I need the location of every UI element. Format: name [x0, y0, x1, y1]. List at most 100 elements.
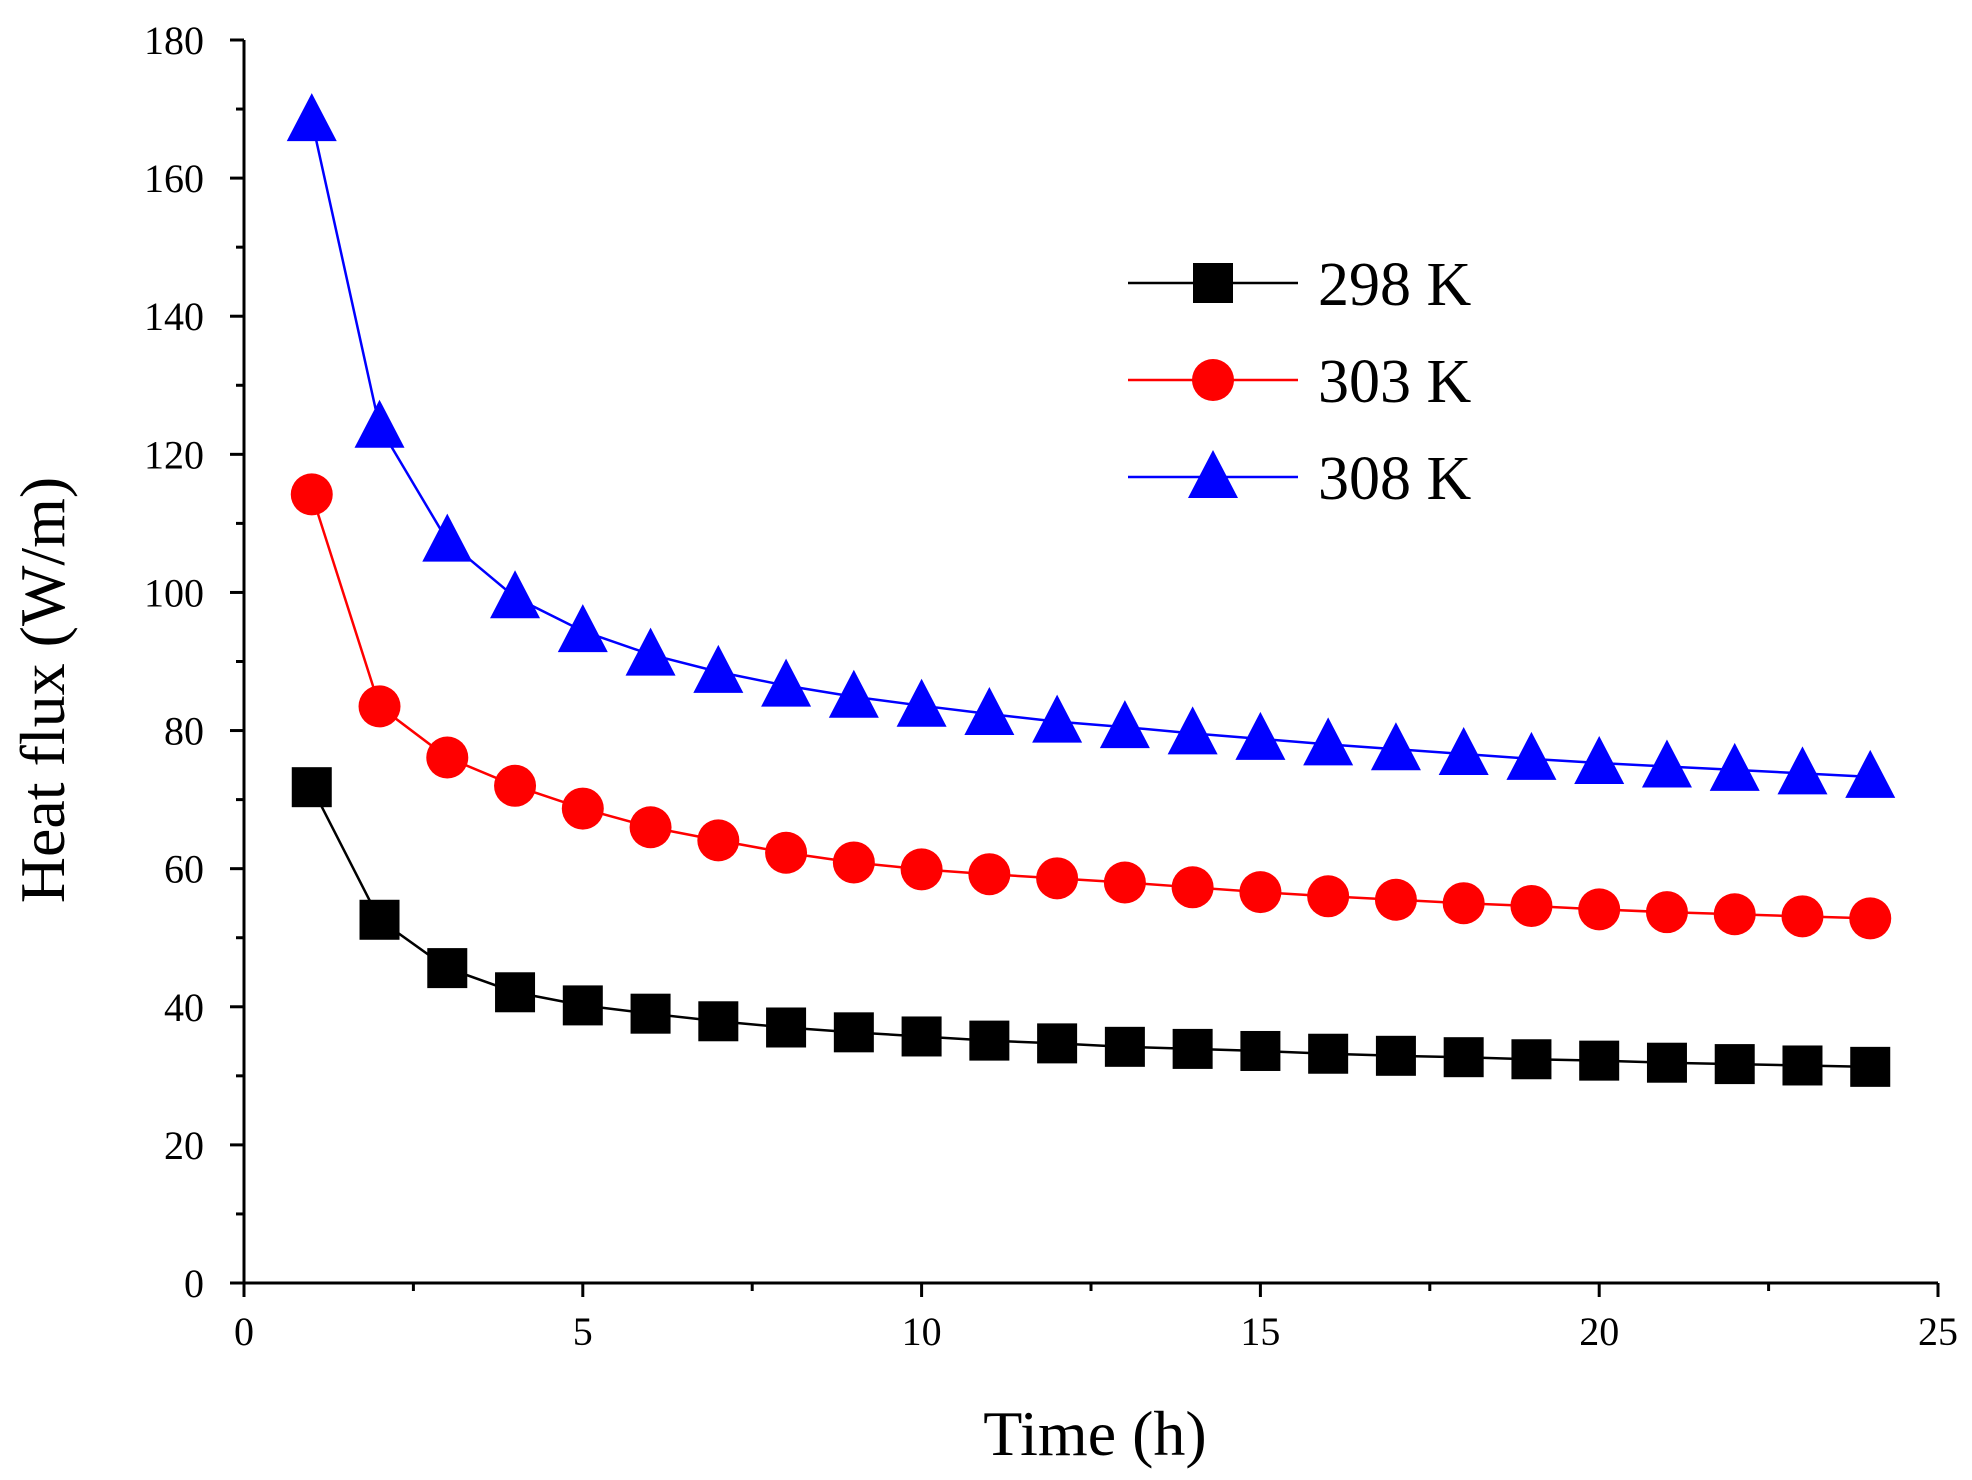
data-point [1036, 857, 1079, 900]
data-point [968, 853, 1011, 896]
data-point [427, 948, 468, 989]
legend: 298 K 303 K 308 K [1128, 251, 1472, 513]
y-tick-label: 160 [144, 156, 204, 201]
data-point [1641, 739, 1692, 788]
y-tick-label: 140 [144, 294, 204, 339]
x-tick-label: 20 [1579, 1309, 1619, 1354]
data-point [1303, 717, 1354, 766]
legend-item: 298 K [1128, 251, 1472, 319]
data-point [290, 473, 333, 516]
data-point [761, 658, 812, 707]
y-tick-label: 100 [144, 570, 204, 615]
x-tick-label: 5 [573, 1309, 593, 1354]
data-point [422, 513, 473, 562]
data-point [1578, 888, 1621, 931]
data-point [1235, 711, 1286, 760]
data-point [625, 627, 676, 676]
y-tick-label: 120 [144, 432, 204, 477]
data-point [495, 972, 536, 1013]
data-point [1307, 875, 1350, 918]
data-point [1709, 742, 1760, 791]
data-point [896, 678, 947, 727]
y-tick-label: 80 [164, 709, 204, 754]
data-point [561, 787, 604, 830]
data-point [832, 841, 875, 884]
data-point [562, 985, 603, 1026]
series-line [310, 494, 1871, 920]
data-point [964, 686, 1015, 735]
data-point [1443, 1037, 1484, 1078]
data-point [1240, 1030, 1281, 1071]
y-tick-label: 0 [184, 1261, 204, 1306]
data-point [1510, 884, 1553, 927]
data-point [1374, 878, 1417, 921]
data-point [1438, 727, 1489, 776]
data-point [900, 848, 943, 891]
data-point [1781, 895, 1824, 938]
series-line [310, 119, 1871, 779]
data-point [1714, 1044, 1755, 1085]
data-point [697, 819, 740, 862]
legend-label: 303 K [1318, 348, 1472, 416]
series-298-k [291, 767, 1891, 1087]
data-point [1239, 871, 1282, 914]
legend-item: 308 K [1128, 445, 1472, 513]
data-point [698, 1001, 739, 1042]
data-point [358, 685, 401, 728]
data-point [291, 767, 332, 808]
data-point [629, 806, 672, 849]
data-point [1713, 893, 1756, 936]
data-point [828, 669, 879, 718]
data-point [765, 831, 808, 874]
x-tick-label: 0 [234, 1309, 254, 1354]
data-point [1511, 1039, 1552, 1080]
data-point [1099, 700, 1150, 749]
data-point [1442, 882, 1485, 925]
series-layer [286, 93, 1896, 1087]
data-point [1645, 891, 1688, 934]
data-point [354, 399, 405, 448]
series-308-k [286, 93, 1896, 798]
data-point [1104, 1026, 1145, 1067]
data-point [1574, 736, 1625, 785]
data-point [1777, 746, 1828, 795]
legend-marker [1192, 359, 1234, 401]
data-point [490, 570, 541, 619]
data-point [1579, 1040, 1620, 1081]
data-point [1370, 722, 1421, 771]
data-point [1167, 706, 1218, 755]
legend-label: 308 K [1318, 445, 1472, 513]
axis-ticks: 0 20 40 60 80 100 120 140 160 180 0 5 10 15 20 25 [144, 18, 1958, 1354]
data-point [1375, 1035, 1416, 1076]
y-tick-label: 20 [164, 1123, 204, 1168]
data-point [969, 1020, 1010, 1061]
data-point [1037, 1023, 1078, 1064]
data-point [1646, 1042, 1687, 1083]
y-tick-label: 180 [144, 18, 204, 63]
data-point [766, 1007, 807, 1048]
data-point [286, 93, 337, 142]
x-tick-label: 25 [1918, 1309, 1958, 1354]
data-point [557, 604, 608, 653]
legend-marker [1188, 450, 1238, 498]
data-point [1845, 749, 1896, 798]
data-point [359, 899, 400, 940]
x-axis-label: Time (h) [983, 1398, 1206, 1469]
series-303-k [290, 473, 1892, 940]
y-tick-label: 40 [164, 985, 204, 1030]
data-point [1172, 1028, 1213, 1069]
legend-label: 298 K [1318, 251, 1472, 319]
data-point [1308, 1033, 1349, 1074]
data-point [494, 764, 537, 807]
y-tick-label: 60 [164, 847, 204, 892]
legend-marker [1193, 263, 1233, 303]
series-line [310, 786, 1871, 1069]
data-point [1032, 694, 1083, 743]
data-point [1850, 1046, 1891, 1087]
legend-item: 303 K [1128, 348, 1472, 416]
data-point [1782, 1045, 1823, 1086]
data-point [630, 993, 671, 1034]
data-point [1103, 861, 1146, 904]
data-point [1506, 731, 1557, 780]
